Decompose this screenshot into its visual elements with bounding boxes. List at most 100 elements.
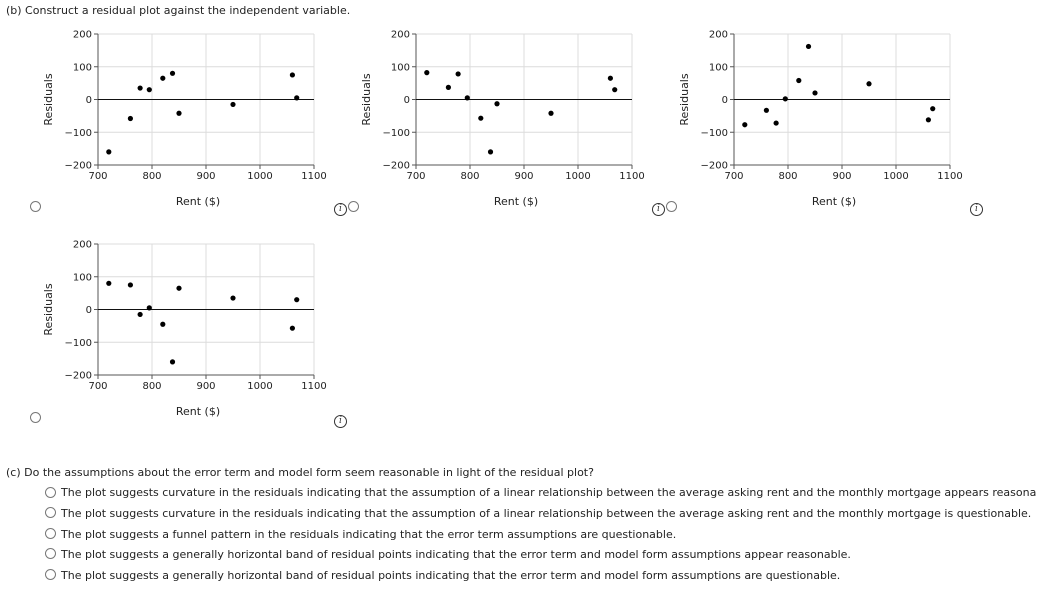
data-point — [424, 70, 430, 76]
plot-option-3-radio[interactable] — [666, 201, 677, 212]
data-point — [169, 70, 176, 76]
data-point — [742, 122, 748, 128]
data-point — [812, 90, 818, 96]
x-tick-label: 1100 — [301, 171, 326, 182]
part-c-option-3-label[interactable]: The plot suggests a funnel pattern in th… — [61, 528, 677, 541]
x-tick-label: 700 — [724, 171, 743, 182]
y-tick-label: −200 — [65, 161, 92, 172]
data-point — [106, 149, 112, 155]
y-tick-label: 0 — [86, 305, 92, 316]
part-c-option-1-radio[interactable] — [45, 487, 56, 498]
part-c-option-5-label[interactable]: The plot suggests a generally horizontal… — [61, 569, 841, 582]
data-point — [607, 75, 613, 81]
y-tick-label: 200 — [391, 30, 410, 41]
y-tick-label: 100 — [73, 62, 92, 73]
data-point — [289, 72, 295, 78]
x-tick-label: 900 — [832, 171, 851, 182]
x-tick-label: 900 — [196, 171, 215, 182]
data-point — [866, 81, 872, 87]
data-point — [805, 43, 812, 50]
x-tick-label: 800 — [142, 171, 161, 182]
data-point — [487, 149, 494, 155]
plot-option-2-radio[interactable] — [348, 201, 359, 212]
data-point — [925, 117, 931, 123]
data-point — [176, 110, 182, 116]
data-point — [230, 295, 236, 301]
data-point — [137, 311, 143, 318]
data-point — [294, 95, 300, 101]
data-point — [782, 96, 788, 102]
part-c-option-5-radio[interactable] — [45, 569, 56, 580]
x-tick-label: 900 — [196, 381, 215, 392]
y-tick-label: 200 — [73, 30, 92, 41]
data-point — [169, 359, 176, 365]
plot-option-4-radio[interactable] — [30, 412, 41, 423]
part-c-option-4-label[interactable]: The plot suggests a generally horizontal… — [61, 548, 851, 561]
data-point — [478, 115, 484, 121]
data-point — [294, 297, 300, 303]
y-tick-label: −200 — [701, 161, 728, 172]
info-icon[interactable]: i — [970, 203, 983, 216]
plot-option-1-radio[interactable] — [30, 201, 41, 212]
y-tick-label: 0 — [86, 95, 92, 106]
x-tick-label: 700 — [88, 171, 107, 182]
data-point — [146, 87, 152, 93]
data-point — [160, 75, 166, 81]
y-axis-label: Residuals — [42, 73, 55, 125]
data-point — [127, 282, 133, 288]
data-point — [612, 87, 618, 93]
data-point — [464, 95, 470, 101]
part-c-question: (c) Do the assumptions about the error t… — [6, 466, 594, 479]
data-point — [289, 325, 295, 331]
x-tick-label: 1000 — [883, 171, 908, 182]
x-tick-label: 800 — [778, 171, 797, 182]
data-point — [548, 110, 554, 116]
x-tick-label: 700 — [88, 381, 107, 392]
y-tick-label: −100 — [65, 128, 92, 139]
y-tick-label: 0 — [404, 95, 410, 106]
y-axis-label: Residuals — [678, 73, 691, 125]
y-tick-label: −200 — [383, 161, 410, 172]
part-c-option-1-label[interactable]: The plot suggests curvature in the resid… — [61, 486, 1037, 499]
data-point — [445, 84, 451, 90]
x-tick-label: 1100 — [937, 171, 962, 182]
part-c-option-3-radio[interactable] — [45, 528, 56, 539]
data-point — [930, 106, 936, 112]
y-tick-label: −100 — [65, 338, 92, 349]
data-point — [137, 85, 143, 91]
data-point — [176, 285, 182, 291]
info-icon[interactable]: i — [334, 415, 347, 428]
x-tick-label: 1000 — [247, 381, 272, 392]
part-c-option-2-radio[interactable] — [45, 507, 56, 518]
x-axis-label: Rent ($) — [176, 195, 220, 208]
data-point — [494, 101, 500, 107]
y-tick-label: 100 — [391, 62, 410, 73]
y-axis-label: Residuals — [360, 73, 373, 125]
data-point — [127, 115, 133, 122]
x-tick-label: 800 — [460, 171, 479, 182]
y-axis-label: Residuals — [42, 283, 55, 335]
y-tick-label: −100 — [701, 128, 728, 139]
info-icon[interactable]: i — [652, 203, 665, 216]
y-tick-label: 100 — [709, 62, 728, 73]
x-tick-label: 1100 — [301, 381, 326, 392]
data-point — [146, 305, 152, 311]
part-c-option-4-radio[interactable] — [45, 548, 56, 559]
x-tick-label: 900 — [514, 171, 533, 182]
x-axis-label: Rent ($) — [812, 195, 856, 208]
data-point — [106, 280, 112, 286]
x-tick-label: 700 — [406, 171, 425, 182]
part-b-question: (b) Construct a residual plot against th… — [6, 4, 351, 17]
y-tick-label: 0 — [722, 95, 728, 106]
part-c-option-2-label[interactable]: The plot suggests curvature in the resid… — [61, 507, 1032, 520]
y-tick-label: 100 — [73, 272, 92, 283]
x-axis-label: Rent ($) — [494, 195, 538, 208]
x-tick-label: 1000 — [247, 171, 272, 182]
data-point — [763, 107, 769, 113]
y-tick-label: −100 — [383, 128, 410, 139]
x-tick-label: 1100 — [619, 171, 644, 182]
info-icon[interactable]: i — [334, 203, 347, 216]
